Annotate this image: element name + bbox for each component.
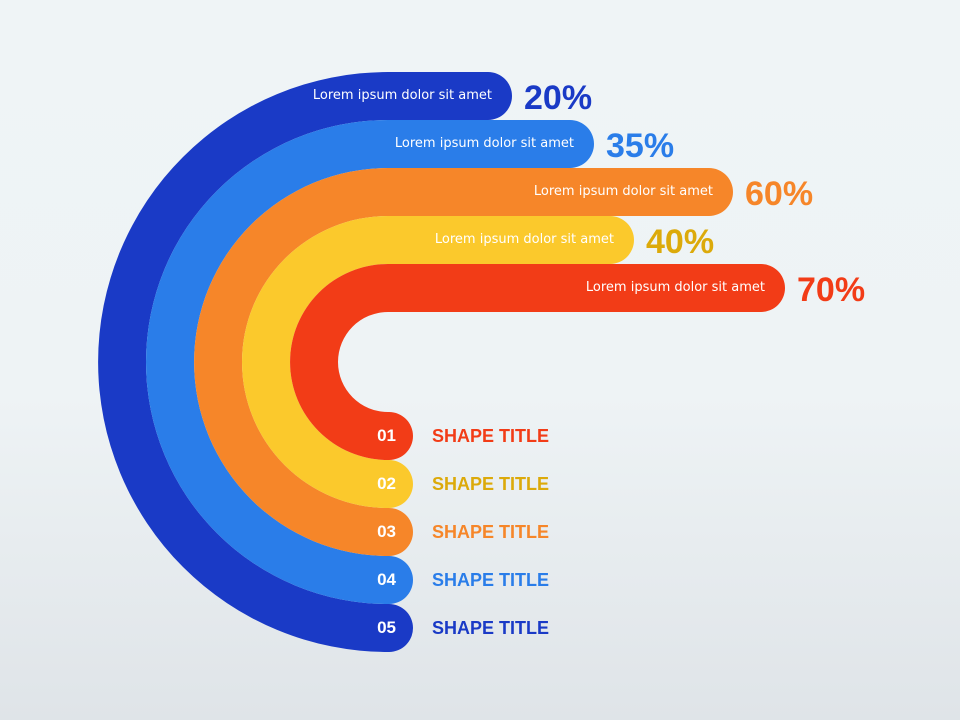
- percent-value-03: 60%: [745, 175, 814, 213]
- step-number-04: 04: [377, 570, 396, 589]
- bar-label-02: Lorem ipsum dolor sit amet: [434, 232, 614, 247]
- percent-value-01: 70%: [797, 271, 866, 309]
- bar-label-04: Lorem ipsum dolor sit amet: [394, 136, 574, 151]
- step-number-03: 03: [377, 522, 396, 541]
- shape-title-01: SHAPE TITLE: [432, 426, 550, 446]
- step-number-05: 05: [377, 618, 396, 637]
- bar-label-03: Lorem ipsum dolor sit amet: [533, 184, 713, 199]
- band-02: [242, 216, 634, 508]
- percent-value-04: 35%: [606, 127, 675, 165]
- step-number-01: 01: [377, 426, 396, 445]
- step-number-02: 02: [377, 474, 396, 493]
- percent-value-05: 20%: [524, 79, 593, 117]
- shape-title-04: SHAPE TITLE: [432, 570, 550, 590]
- bar-label-01: Lorem ipsum dolor sit amet: [585, 280, 765, 295]
- bar-label-05: Lorem ipsum dolor sit amet: [312, 88, 492, 103]
- band-03: [194, 168, 734, 556]
- percent-value-02: 40%: [646, 223, 715, 261]
- shape-title-03: SHAPE TITLE: [432, 522, 550, 542]
- band-01: [290, 264, 785, 460]
- shape-title-02: SHAPE TITLE: [432, 474, 550, 494]
- shape-title-05: SHAPE TITLE: [432, 618, 550, 638]
